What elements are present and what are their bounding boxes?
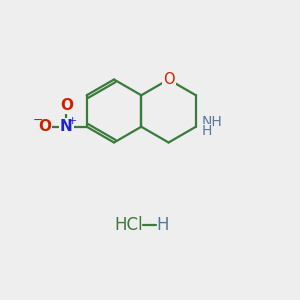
Text: N: N: [60, 119, 73, 134]
Text: O: O: [38, 119, 51, 134]
Text: NH: NH: [201, 115, 222, 129]
Text: O: O: [60, 98, 73, 113]
Text: −: −: [33, 114, 44, 127]
Text: H: H: [156, 216, 169, 234]
Text: H: H: [201, 124, 212, 138]
Text: HCl: HCl: [115, 216, 143, 234]
Text: +: +: [68, 116, 77, 126]
Text: O: O: [163, 72, 174, 87]
